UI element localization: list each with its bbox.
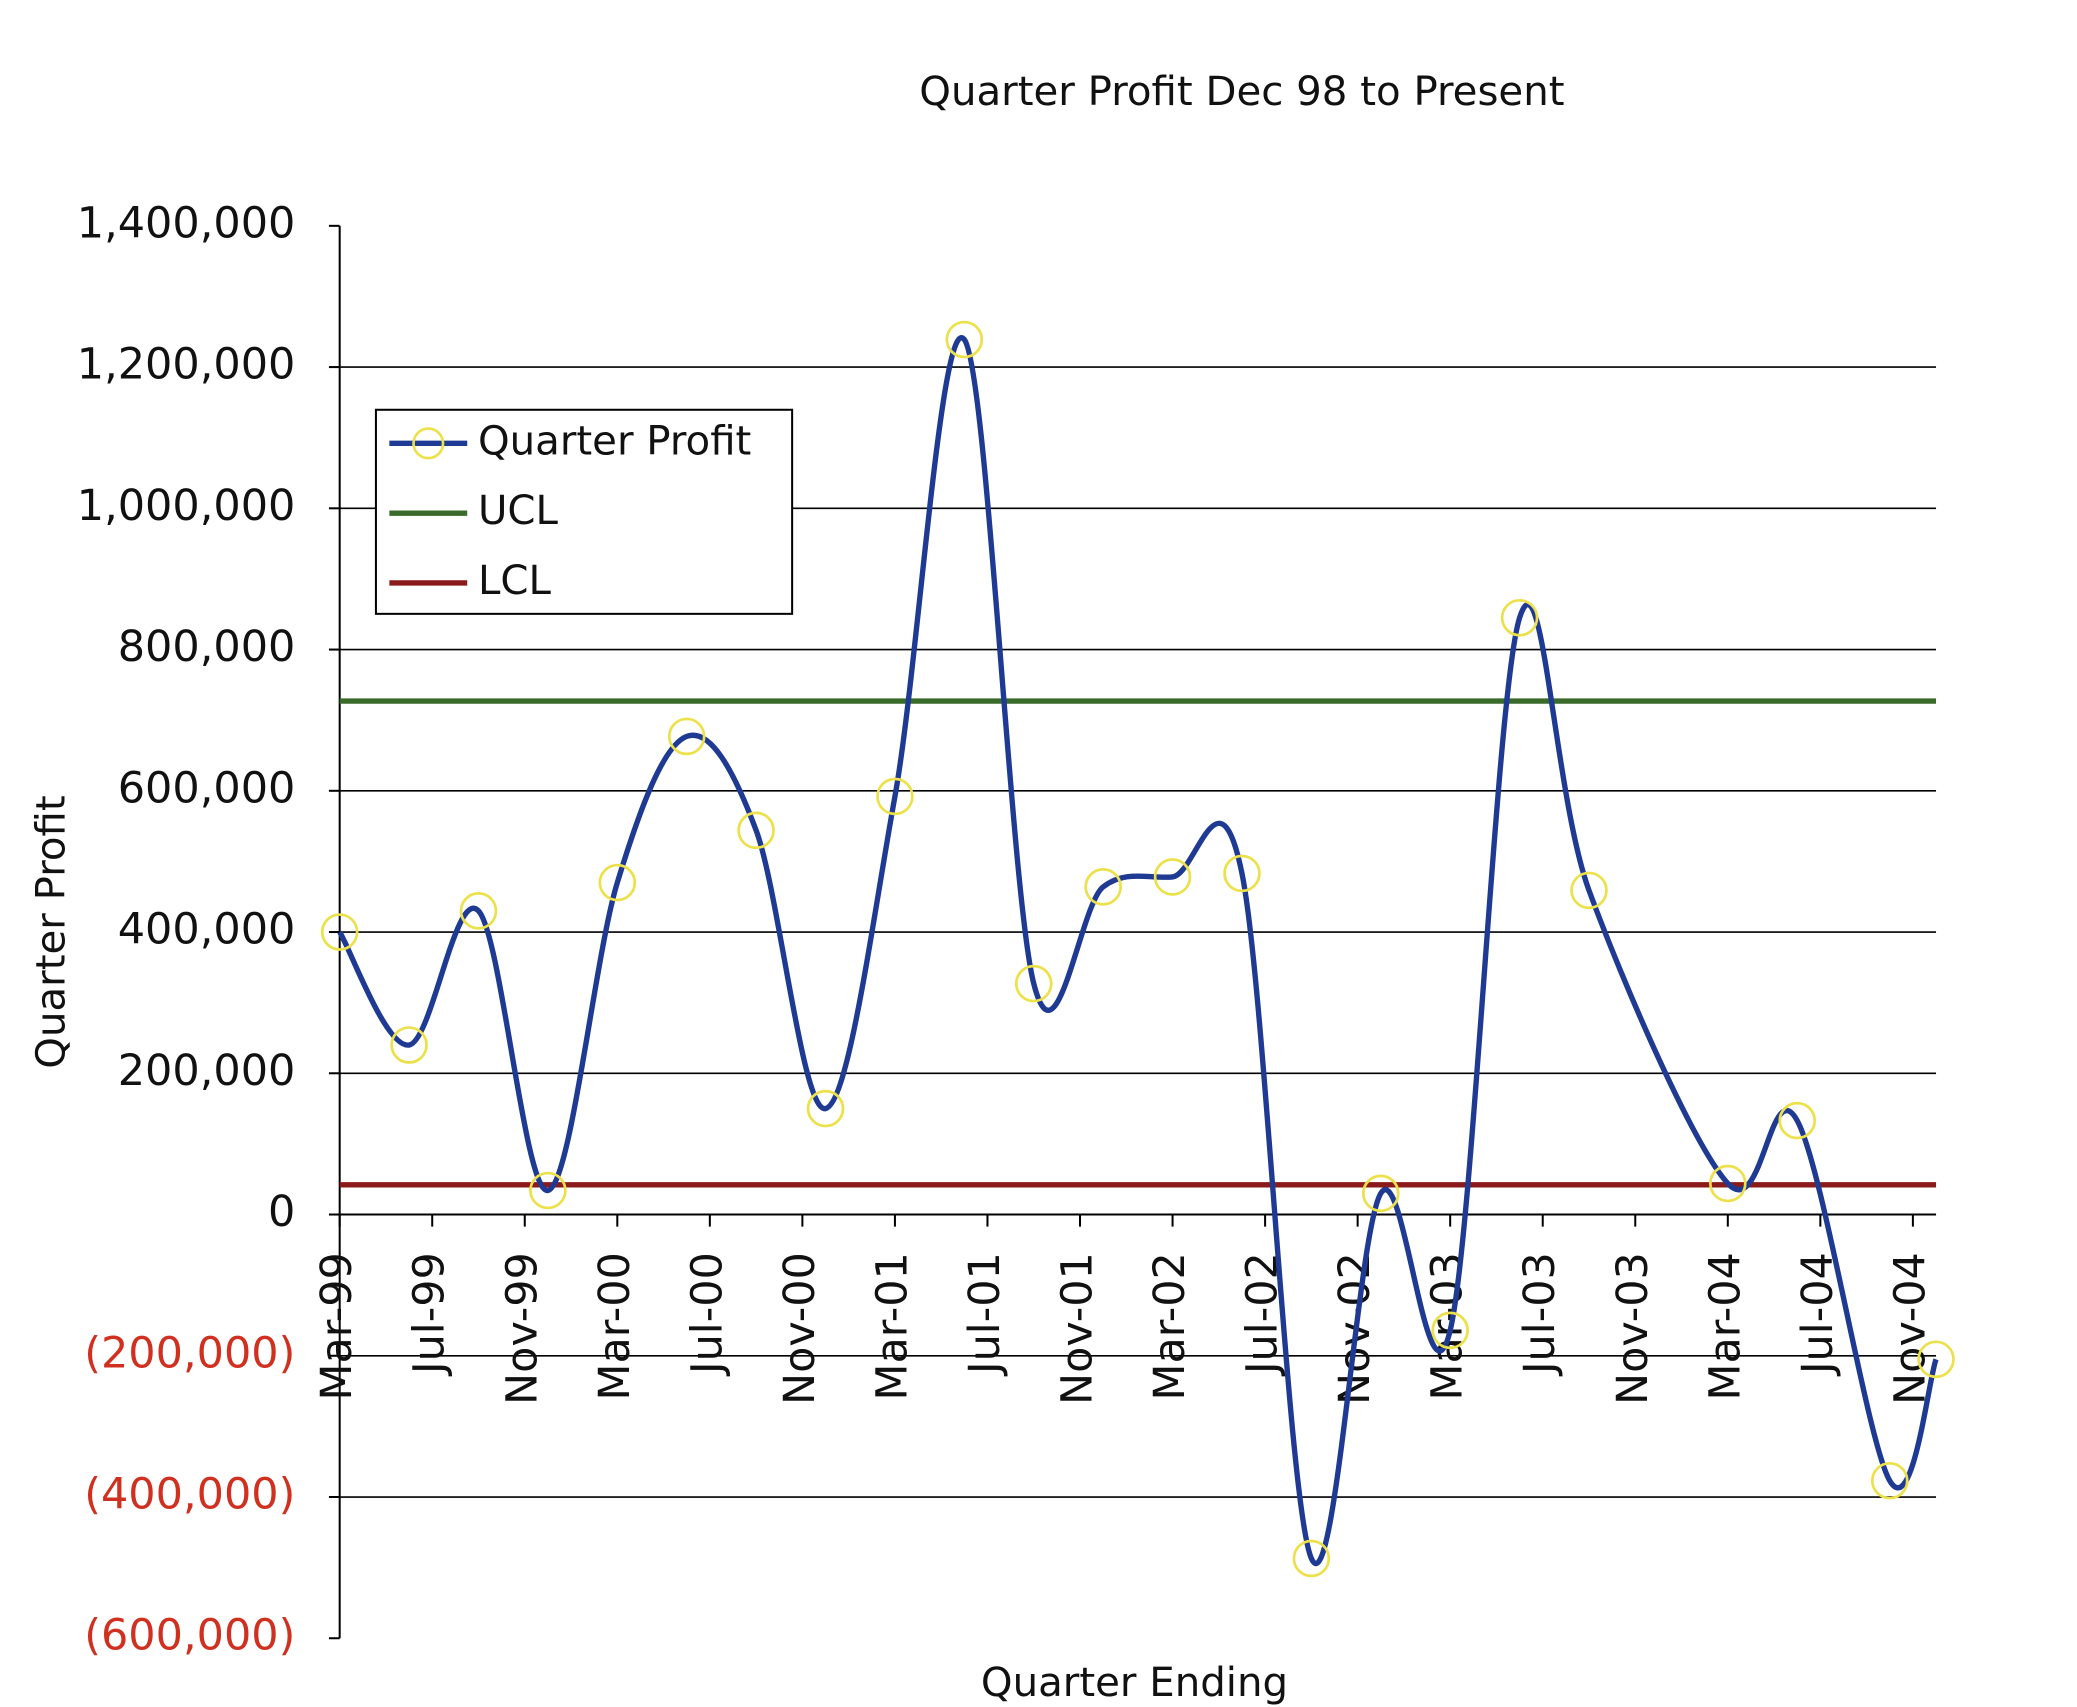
y-tick-label: 600,000 bbox=[118, 763, 296, 813]
legend-label: LCL bbox=[478, 558, 552, 604]
data-point bbox=[529, 1171, 567, 1210]
data-point bbox=[1778, 1101, 1817, 1140]
data-point bbox=[876, 777, 914, 816]
data-point bbox=[1361, 1174, 1400, 1213]
x-tick-label: Jul-00 bbox=[682, 1252, 732, 1377]
data-point bbox=[320, 913, 359, 951]
y-tick-label: 1,200,000 bbox=[77, 340, 296, 390]
x-tick-label: Jul-01 bbox=[960, 1252, 1010, 1377]
data-point bbox=[1709, 1164, 1747, 1203]
x-tick-label: Mar-04 bbox=[1700, 1252, 1750, 1400]
y-tick-label: (400,000) bbox=[84, 1470, 295, 1520]
x-axis-label: Quarter Ending bbox=[981, 1660, 1288, 1706]
y-tick-label: 0 bbox=[268, 1187, 295, 1237]
x-tick-label: Nov-00 bbox=[775, 1252, 825, 1405]
legend: Quarter Profit UCL LCL bbox=[374, 408, 794, 615]
data-point bbox=[1870, 1461, 1909, 1500]
y-tick-label: 200,000 bbox=[118, 1046, 296, 1096]
data-point bbox=[459, 892, 498, 930]
data-point bbox=[1431, 1311, 1469, 1350]
x-tick-label: Mar-01 bbox=[867, 1252, 917, 1400]
x-tick-label: Jul-04 bbox=[1793, 1252, 1843, 1377]
data-point bbox=[1223, 854, 1261, 893]
y-tick-label: 1,400,000 bbox=[77, 198, 296, 248]
data-point bbox=[945, 320, 984, 359]
data-point bbox=[1153, 858, 1192, 896]
x-tick-label: Nov-04 bbox=[1885, 1252, 1935, 1405]
data-point bbox=[1917, 1340, 1955, 1379]
y-axis-label: Quarter Profit bbox=[29, 795, 75, 1068]
x-tick-label: Jul-03 bbox=[1515, 1252, 1565, 1377]
legend-label: UCL bbox=[478, 488, 559, 534]
chart-title: Quarter Profit Dec 98 to Present bbox=[919, 69, 1564, 115]
x-tick-label: Nov-99 bbox=[497, 1252, 547, 1405]
data-point bbox=[806, 1089, 845, 1128]
y-tick-label: (200,000) bbox=[84, 1328, 295, 1378]
x-tick-label: Mar-02 bbox=[1145, 1252, 1195, 1400]
x-tick-label: Mar-99 bbox=[312, 1252, 362, 1400]
data-point bbox=[598, 863, 637, 902]
data-point bbox=[1500, 598, 1539, 637]
data-point bbox=[737, 811, 775, 850]
legend-label: Quarter Profit bbox=[478, 418, 751, 464]
legend-marker bbox=[412, 427, 445, 460]
x-tick-label: Nov-01 bbox=[1053, 1252, 1103, 1405]
data-point bbox=[1292, 1539, 1331, 1578]
data-point bbox=[390, 1026, 428, 1064]
x-tick-label: Jul-99 bbox=[405, 1252, 455, 1377]
data-point bbox=[1570, 871, 1608, 910]
data-point bbox=[1084, 868, 1122, 906]
data-point bbox=[667, 717, 706, 756]
y-tick-label: 1,000,000 bbox=[77, 481, 296, 531]
series-line bbox=[337, 334, 1939, 1566]
x-tick-label: Nov-03 bbox=[1608, 1252, 1658, 1405]
x-tick-label: Mar-03 bbox=[1423, 1252, 1473, 1400]
y-tick-label: 400,000 bbox=[118, 905, 296, 955]
y-tick-label: 800,000 bbox=[118, 622, 296, 672]
x-tick-label: Mar-00 bbox=[590, 1252, 640, 1400]
data-point bbox=[1014, 964, 1053, 1003]
y-tick-label: (600,000) bbox=[84, 1611, 295, 1661]
